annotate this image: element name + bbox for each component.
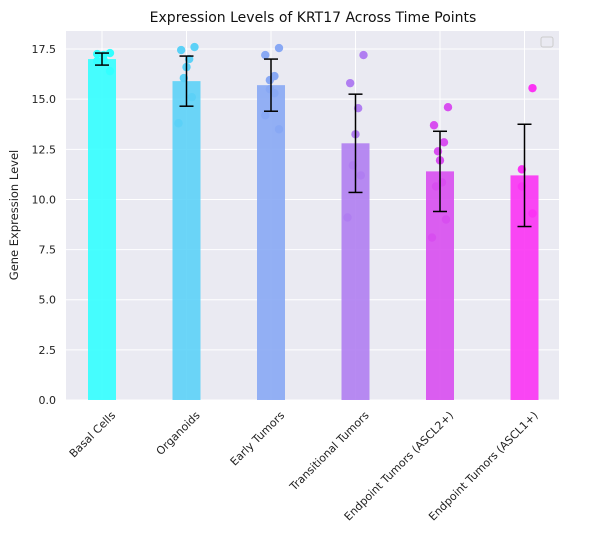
- x-tick-label: Transitional Tumors: [287, 409, 372, 494]
- plot-area: [66, 31, 559, 400]
- x-tick-label: Organoids: [154, 409, 203, 458]
- data-point: [174, 119, 183, 128]
- y-tick-label: 2.5: [39, 344, 57, 357]
- data-point: [359, 50, 368, 60]
- y-tick-labels: 0.0 2.5 5.0 7.5 10.0 12.5 15.0 17.5: [32, 43, 57, 407]
- y-axis-title: Gene Expression Level: [7, 150, 21, 280]
- data-point: [270, 88, 279, 98]
- y-tick-label: 17.5: [32, 43, 57, 56]
- data-point: [93, 49, 102, 59]
- data-point: [356, 171, 366, 180]
- data-point: [433, 147, 443, 156]
- error-bars: [95, 52, 532, 228]
- data-point: [105, 48, 115, 58]
- y-tick-label: 7.5: [39, 244, 57, 257]
- data-point: [274, 43, 284, 53]
- data-point: [345, 78, 355, 88]
- x-tick-labels: Basal Cells Organoids Early Tumors Transiti…: [67, 409, 541, 524]
- data-point: [343, 213, 352, 222]
- data-point: [439, 138, 449, 147]
- data-point: [176, 45, 186, 55]
- bar: [88, 59, 116, 401]
- data-point: [265, 75, 275, 85]
- data-point: [528, 83, 537, 93]
- x-tick-label: Early Tumors: [228, 409, 288, 469]
- y-tick-label: 5.0: [39, 294, 57, 307]
- data-point: [187, 92, 197, 102]
- chart-title: Expression Levels of KRT17 Across Time P…: [150, 10, 477, 26]
- data-point: [441, 215, 451, 224]
- bar: [257, 85, 285, 401]
- y-tick-label: 15.0: [32, 93, 57, 106]
- data-point: [431, 182, 441, 191]
- bar: [172, 81, 201, 401]
- data-point: [261, 50, 270, 60]
- data-point: [93, 56, 102, 66]
- y-tick-label: 12.5: [32, 143, 57, 156]
- data-point: [429, 121, 439, 130]
- data-point: [427, 233, 437, 242]
- y-tick-label: 0.0: [39, 394, 57, 407]
- data-point: [528, 209, 537, 218]
- y-tick-label: 10.0: [32, 193, 57, 206]
- x-tick-label: Basal Cells: [67, 409, 119, 461]
- data-point: [261, 111, 270, 120]
- data-point: [443, 103, 453, 112]
- legend-box: [540, 36, 554, 48]
- data-point: [105, 66, 115, 76]
- data-point: [274, 125, 284, 134]
- data-point: [190, 42, 199, 52]
